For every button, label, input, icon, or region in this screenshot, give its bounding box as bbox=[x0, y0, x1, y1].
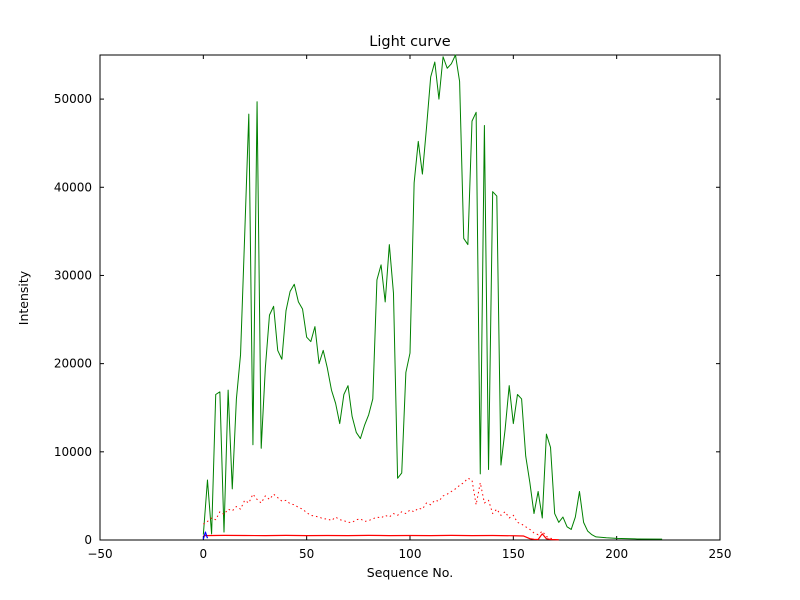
data-series bbox=[202, 54, 663, 541]
x-tick-label: 0 bbox=[200, 547, 208, 561]
x-tick-label: 100 bbox=[399, 547, 422, 561]
x-tick-label: 200 bbox=[605, 547, 628, 561]
series-intensity-main bbox=[202, 54, 663, 540]
y-tick-label: 0 bbox=[84, 533, 92, 547]
y-tick-label: 30000 bbox=[54, 268, 92, 282]
y-tick-label: 50000 bbox=[54, 92, 92, 106]
series-intensity-secondary-dotted bbox=[203, 477, 555, 540]
series-baseline-solid bbox=[203, 533, 559, 541]
series-origin-marker bbox=[202, 531, 209, 540]
y-tick-label: 20000 bbox=[54, 357, 92, 371]
chart-title: Light curve bbox=[369, 34, 451, 50]
y-tick-label: 40000 bbox=[54, 180, 92, 194]
plot-frame bbox=[99, 54, 721, 541]
x-tick-label: 250 bbox=[709, 547, 732, 561]
axis-ticks bbox=[99, 55, 721, 541]
axis-tick-labels: −50 0 50 100 150 200 2500100002000030000400005… bbox=[54, 92, 732, 561]
x-tick-label: 50 bbox=[299, 547, 314, 561]
x-tick-label: 150 bbox=[502, 547, 525, 561]
y-axis-label: Intensity bbox=[16, 270, 31, 325]
x-axis-label: Sequence No. bbox=[367, 565, 453, 580]
y-tick-label: 10000 bbox=[54, 445, 92, 459]
axes-frame bbox=[99, 54, 721, 541]
x-tick-label: −50 bbox=[87, 547, 112, 561]
